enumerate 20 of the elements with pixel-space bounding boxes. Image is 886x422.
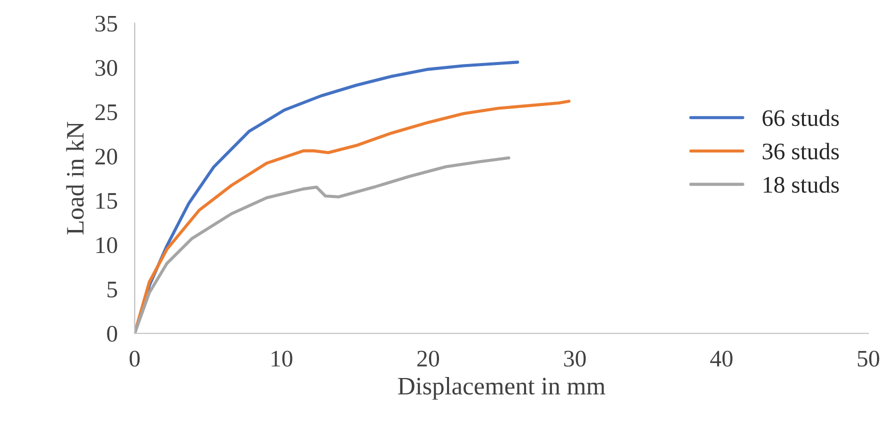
x-tick-label: 20: [417, 350, 440, 367]
x-tick-label: 40: [710, 350, 732, 367]
y-tick-label: 15: [96, 193, 118, 209]
x-tick-label: 50: [858, 350, 880, 367]
x-tick-label: 0: [130, 350, 140, 367]
legend-label: 18 studs: [764, 176, 839, 193]
y-tick-label: 30: [96, 60, 118, 76]
y-tick-label: 0: [107, 326, 118, 342]
y-tick-label: 20: [95, 148, 118, 165]
legend-label: 66 studs: [762, 109, 839, 126]
y-tick-label: 25: [95, 104, 118, 120]
x-tick-label: 10: [272, 350, 292, 367]
line-series: [134, 156, 510, 334]
legend-label: 36 studs: [762, 142, 839, 160]
x-axis-title: Displacement in mm: [398, 377, 606, 400]
y-tick-label: 5: [108, 282, 118, 298]
x-tick-label: 30: [564, 350, 586, 367]
y-tick-label: 35: [96, 16, 118, 32]
y-axis-title: Load in kN: [66, 122, 84, 235]
y-tick-label: 10: [96, 237, 118, 254]
